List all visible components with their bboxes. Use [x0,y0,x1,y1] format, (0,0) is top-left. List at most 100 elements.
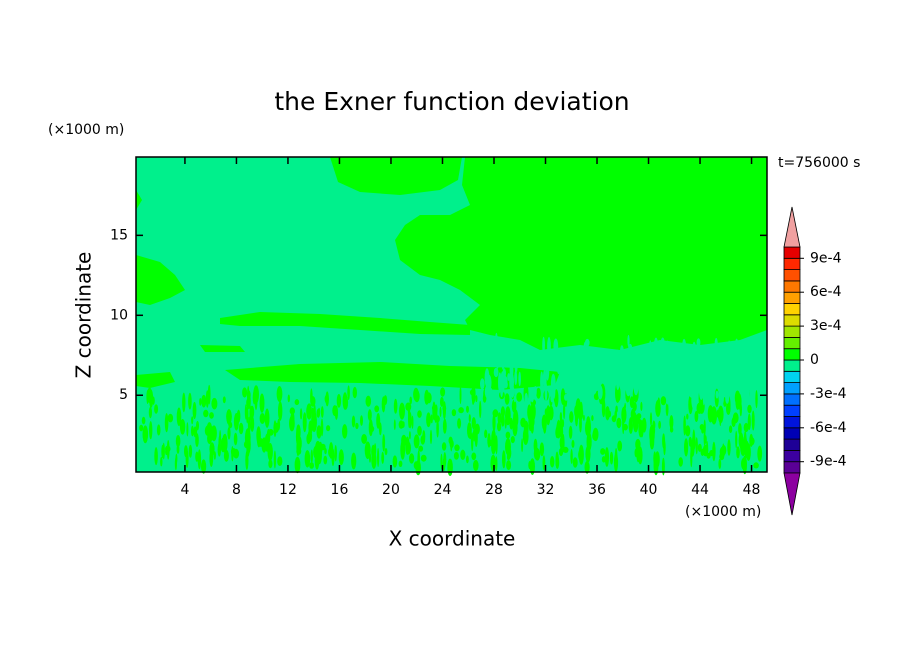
colorbar-box [783,325,801,338]
contour-fill [635,418,641,424]
contour-fill [649,412,653,426]
contour-fill [539,442,545,457]
contour-fill [209,412,214,419]
colorbar-box [783,314,801,327]
contour-fill [136,255,185,305]
contour-fill [480,378,485,390]
contour-fill [474,423,480,435]
contour-fill [174,457,177,471]
contour-fill [732,352,736,367]
contour-fill [543,419,547,434]
contour-fill [224,433,227,452]
contour-fill [562,419,565,428]
contour-fill [550,373,556,395]
contour-fill [430,414,433,424]
contour-fill [211,397,218,410]
contour-fill [528,461,532,470]
contour-fill [554,396,558,404]
contour-fill [653,386,657,400]
colorbar-box [783,393,801,406]
colorbar-tick-label: -3e-4 [810,386,847,402]
contour-fill [755,390,758,409]
contour-fill [318,407,321,416]
contour-fill [601,456,606,463]
y-axis-label: Z coordinate [72,252,96,379]
contour-fill [547,337,551,357]
contour-fill [154,447,158,466]
contour-fill [199,398,202,406]
contour-fill [633,349,639,365]
contour-fill [731,345,737,354]
contour-fill [732,412,739,424]
colorbar-box [783,269,801,282]
x-axis-label: X coordinate [389,527,516,551]
contour-fill [591,415,594,422]
contour-fill [449,439,454,449]
contour-fill [617,369,621,386]
contour-fill [747,413,751,430]
contour-fill [309,462,314,469]
contour-fill [201,394,207,408]
contour-fill [413,387,419,401]
contour-fill [696,384,702,391]
contour-fill [369,425,375,432]
contour-fill [136,372,175,388]
contour-fill [697,443,702,452]
contour-fill [614,448,618,464]
contour-fill [578,384,584,390]
contour-fill [466,405,469,413]
colorbar-arrow [783,472,801,516]
contour-fill [496,356,499,369]
contour-fill [589,358,593,365]
contour-fill [580,349,585,364]
contour-fill [530,421,534,434]
contour-fill [660,337,665,350]
contour-fill [233,432,238,446]
contour-fill [289,407,295,415]
contour-fill [323,455,328,465]
contour-fill [629,396,635,408]
contour-fill [468,430,472,440]
contour-fill [191,425,194,437]
contour-fill [225,362,560,390]
contour-fill [381,451,385,464]
contour-fill [411,415,414,429]
contour-fill [571,439,575,448]
contour-fill [711,406,717,425]
contour-fill [393,398,398,414]
contour-fill [514,351,518,373]
contour-fill [749,433,754,447]
contour-fill [336,394,342,408]
contour-fill [617,440,623,452]
contour-fill [351,452,357,470]
contour-fill [636,369,641,378]
contour-fill [278,401,283,421]
contour-fill [161,444,164,459]
contour-fill [700,448,705,456]
contour-fill [205,390,209,408]
colorbar-box [783,303,801,316]
contour-fill [545,358,550,381]
contour-fill [466,455,469,464]
contour-fill [383,395,388,406]
x-tick-label: 8 [232,482,241,498]
colorbar-tick-label: 9e-4 [810,250,842,266]
contour-fill [678,457,683,467]
contour-fill [560,388,566,405]
contour-fill [195,433,199,448]
contour-fill [306,403,312,420]
contour-fill [223,449,229,462]
contour-fill [315,460,319,468]
contour-fill [454,444,460,452]
x-tick-label: 32 [537,482,555,498]
contour-fill [666,340,670,359]
contour-fill [757,445,763,462]
colorbar-box [783,257,801,270]
contour-fill [511,399,517,413]
contour-fill [753,462,759,469]
contour-fill [523,420,529,436]
contour-fill [453,452,459,460]
contour-fill [568,425,573,439]
contour-fill [439,406,442,417]
contour-fill [136,190,142,210]
